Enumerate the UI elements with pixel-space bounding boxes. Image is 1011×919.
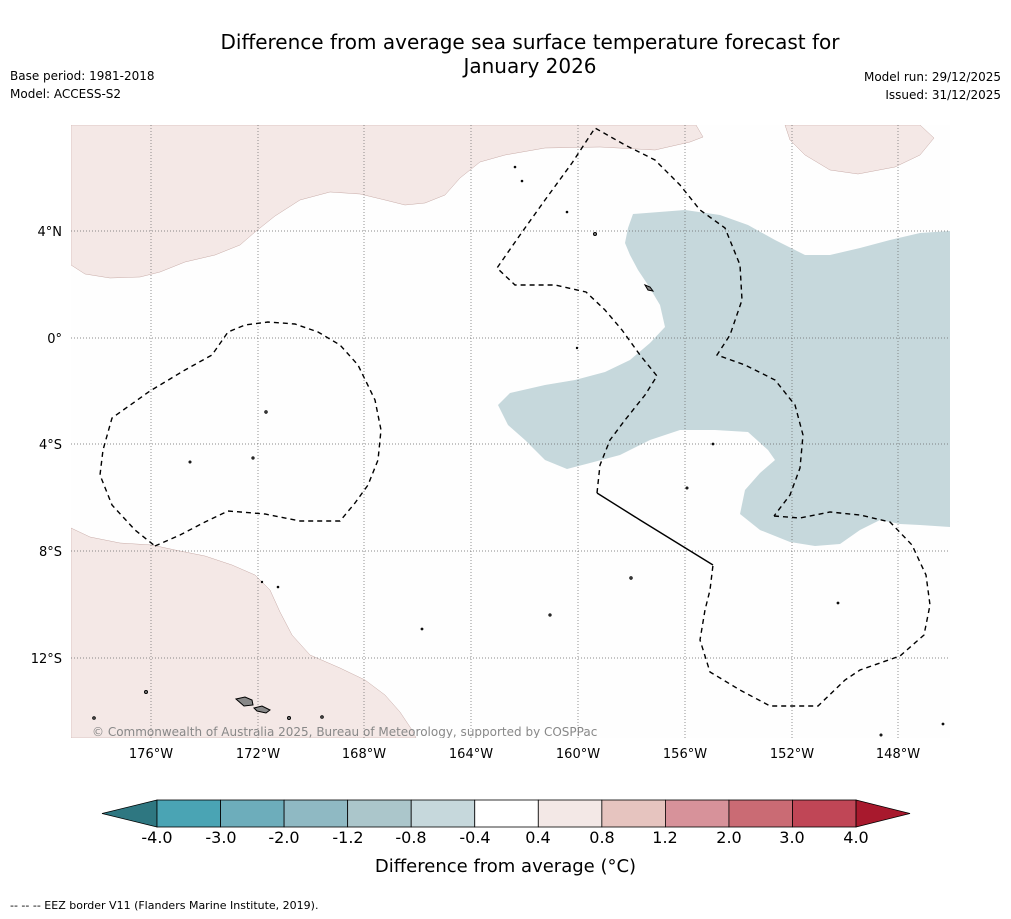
island [685, 486, 689, 490]
cool-region [498, 210, 950, 546]
colorbar-segment [474, 799, 539, 828]
lon-label: 156°W [663, 747, 707, 762]
colorbar-segment [410, 799, 476, 828]
lat-label: 8°S [39, 545, 62, 560]
colorbar-tick: -3.0 [205, 828, 237, 847]
title-line-2: January 2026 [463, 54, 597, 78]
island [253, 705, 271, 714]
island [264, 410, 268, 414]
island [320, 715, 324, 719]
eez-borders [99, 127, 931, 707]
colorbar-tick: 0.8 [589, 828, 615, 847]
island [629, 576, 633, 580]
footnote: -- -- -- EEZ border V11 (Flanders Marine… [10, 899, 319, 912]
island [836, 601, 840, 605]
lat-label: 0° [47, 332, 62, 347]
colorbar-tick: -1.2 [332, 828, 364, 847]
island [643, 283, 655, 292]
islands [92, 165, 945, 737]
lat-label: 4°N [38, 225, 63, 240]
meta-right: Model run: 29/12/2025 Issued: 31/12/2025 [864, 68, 1001, 104]
colorbar-tick: 4.0 [843, 828, 869, 847]
lon-label: 152°W [770, 747, 814, 762]
lon-label: 148°W [876, 747, 920, 762]
colorbar-ticks: -4.0 -3.0 -2.0 -1.2 -0.8 -0.4 0.4 0.8 1.… [0, 828, 1011, 850]
model-name: Model: ACCESS-S2 [10, 87, 122, 101]
colorbar-label: Difference from average (°C) [374, 856, 637, 877]
colorbar-segment [601, 799, 666, 828]
lon-label: 160°W [556, 747, 600, 762]
colorbar-segment [792, 799, 857, 828]
chart-title: Difference from average sea surface temp… [130, 30, 930, 78]
colorbar [101, 799, 911, 828]
island [711, 442, 715, 446]
island [260, 580, 264, 584]
island [276, 585, 280, 589]
colorbar-tick: 1.2 [652, 828, 678, 847]
colorbar-extend-high [855, 799, 911, 828]
warm-region-north-east [784, 125, 935, 175]
lat-label: 4°S [39, 438, 62, 453]
model-run: Model run: 29/12/2025 [863, 70, 1001, 84]
lon-label: 176°W [129, 747, 173, 762]
eez-border-solid-segment [596, 492, 714, 566]
colorbar-tick: -2.0 [268, 828, 300, 847]
colorbar-segment [220, 799, 285, 828]
colorbar-extend-low [101, 799, 158, 828]
island [287, 716, 291, 720]
island [941, 722, 945, 726]
island [593, 232, 597, 236]
colorbar-tick: 0.4 [525, 828, 551, 847]
island [520, 179, 524, 183]
colorbar-segment [537, 799, 603, 828]
colorbar-segment [347, 799, 412, 828]
lat-label: 12°S [31, 652, 62, 667]
colorbar-tick: -0.8 [395, 828, 427, 847]
colorbar-segment [156, 799, 221, 828]
colorbar-segment [283, 799, 349, 828]
colorbar-segment [728, 799, 793, 828]
longitude-labels: 176°W 172°W 168°W 164°W 160°W 156°W 152°… [129, 747, 920, 762]
colorbar-tick: -0.4 [459, 828, 491, 847]
island [565, 210, 569, 214]
island [92, 716, 96, 720]
eez-border-central [496, 127, 804, 517]
lon-label: 172°W [236, 747, 280, 762]
lon-label: 168°W [342, 747, 386, 762]
island [234, 696, 254, 707]
colorbar-tick: 2.0 [716, 828, 742, 847]
colorbar-segment [665, 799, 730, 828]
island [188, 460, 192, 464]
island [575, 346, 579, 350]
island [513, 165, 517, 169]
island [251, 456, 255, 460]
colorbar-tick: -4.0 [141, 828, 173, 847]
base-period: Base period: 1981-2018 [10, 69, 155, 83]
latitude-labels: 4°N 0° 4°S 8°S 12°S [31, 225, 62, 667]
island [879, 733, 883, 737]
warm-region-north-west [71, 125, 704, 279]
colorbar-tick: 3.0 [779, 828, 805, 847]
meta-left: Base period: 1981-2018 Model: ACCESS-S2 [10, 67, 155, 103]
island [144, 690, 148, 694]
eez-border-south-east [699, 511, 931, 707]
copyright-notice: © Commonwealth of Australia 2025, Bureau… [92, 725, 597, 739]
eez-border-west [99, 321, 382, 547]
lon-label: 164°W [449, 747, 493, 762]
island [548, 613, 552, 617]
issued-date: Issued: 31/12/2025 [885, 88, 1001, 102]
map-area: © Commonwealth of Australia 2025, Bureau… [71, 125, 950, 739]
island [420, 627, 424, 631]
graticule [71, 125, 950, 738]
title-line-1: Difference from average sea surface temp… [220, 30, 840, 54]
